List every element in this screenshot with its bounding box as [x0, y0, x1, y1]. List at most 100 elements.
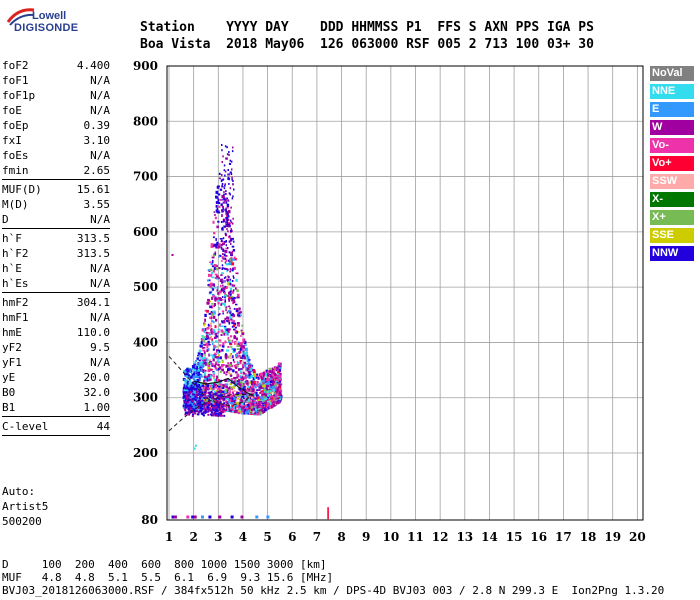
echo-point: [227, 329, 230, 333]
profile-curve-upper: [168, 355, 254, 407]
echo-point: [194, 444, 197, 447]
echo-point: [209, 378, 212, 381]
echo-point: [222, 178, 225, 181]
echo-point: [227, 310, 231, 313]
echo-point: [223, 389, 225, 393]
echo-point: [204, 391, 207, 394]
echo-point: [242, 341, 245, 344]
param-row-clevel: C-level 44: [2, 419, 110, 434]
echo-point: [219, 381, 222, 384]
echo-point: [246, 400, 249, 403]
echo-point: [187, 412, 190, 415]
echo-point: [237, 293, 240, 298]
echo-point: [228, 397, 232, 400]
echo-point: [223, 195, 225, 198]
echo-point: [229, 163, 232, 165]
echo-point: [225, 209, 227, 212]
echo-point: [221, 226, 224, 229]
echo-point: [258, 376, 261, 379]
echo-point: [226, 223, 230, 227]
echo-point: [221, 405, 224, 408]
echo-point: [254, 393, 256, 397]
echo-point: [229, 390, 231, 393]
echo-point: [226, 349, 229, 352]
echo-point: [214, 273, 218, 276]
echo-point: [197, 400, 200, 403]
echo-point: [229, 193, 231, 196]
echo-point: [245, 380, 249, 383]
echo-point: [236, 312, 240, 315]
param-label: h`Es: [2, 277, 29, 290]
echo-point: [231, 197, 234, 200]
echo-point: [227, 169, 229, 171]
echo-point: [223, 193, 225, 196]
echo-point: [225, 309, 227, 312]
echo-point: [203, 402, 206, 405]
echo-point: [246, 374, 249, 377]
echo-point: [231, 339, 234, 343]
echo-point: [232, 324, 235, 328]
y-tick-label: 500: [133, 280, 158, 294]
echo-point: [268, 383, 272, 387]
echo-point: [221, 256, 224, 259]
echo-point: [204, 400, 207, 404]
echo-point: [204, 313, 207, 317]
echo-point: [221, 368, 224, 372]
echo-point: [199, 393, 202, 396]
echo-point: [231, 269, 234, 272]
echo-point: [194, 390, 196, 394]
echo-point: [234, 410, 238, 413]
echo-point: [238, 404, 242, 408]
echo-point: [236, 289, 239, 293]
echo-point: [213, 401, 217, 404]
echo-point: [216, 185, 220, 189]
echo-point: [214, 345, 217, 348]
echo-point: [232, 284, 236, 287]
echo-point: [231, 150, 234, 153]
echo-point: [249, 364, 252, 367]
echo-point: [196, 393, 199, 396]
echo-point: [214, 311, 216, 315]
echo-point: [228, 192, 231, 195]
x-tick-label: 15: [506, 530, 523, 544]
echo-point: [215, 264, 218, 267]
echo-point: [217, 386, 221, 388]
footer-muf-line: MUF 4.8 4.8 5.1 5.5 6.1 6.9 9.3 15.6 [MH…: [2, 571, 334, 584]
echo-point: [266, 384, 269, 388]
echo-point: [224, 395, 228, 399]
echo-point: [218, 398, 222, 402]
echo-point: [279, 395, 282, 398]
echo-point: [234, 326, 237, 329]
x-tick-label: 19: [604, 530, 621, 544]
echo-point: [233, 396, 236, 400]
echo-point: [213, 211, 215, 213]
echo-point: [267, 390, 270, 394]
echo-point: [243, 406, 246, 409]
echo-point: [230, 318, 232, 321]
echo-point: [223, 267, 226, 270]
echo-point: [198, 359, 201, 362]
echo-point: [203, 414, 205, 417]
echo-point: [240, 398, 242, 401]
echo-point: [242, 371, 245, 375]
echo-point: [277, 362, 281, 366]
echo-point: [268, 367, 272, 370]
echo-point: [236, 344, 240, 347]
echo-point: [260, 377, 264, 381]
echo-scatter: [171, 144, 329, 520]
echo-point: [219, 198, 222, 201]
echo-point: [206, 410, 209, 413]
echo-point: [250, 408, 254, 412]
echo-point: [247, 385, 250, 388]
echo-point: [193, 400, 197, 404]
echo-point: [218, 172, 221, 175]
echo-point: [222, 364, 225, 366]
echo-point: [218, 354, 220, 357]
echo-point: [224, 285, 226, 288]
param-row-yF1: yF1 N/A: [2, 355, 110, 370]
echo-point: [224, 232, 227, 235]
echo-point: [220, 385, 223, 388]
echo-point: [227, 218, 230, 221]
x-tick-label: 10: [382, 530, 399, 544]
echo-point: [214, 413, 217, 416]
